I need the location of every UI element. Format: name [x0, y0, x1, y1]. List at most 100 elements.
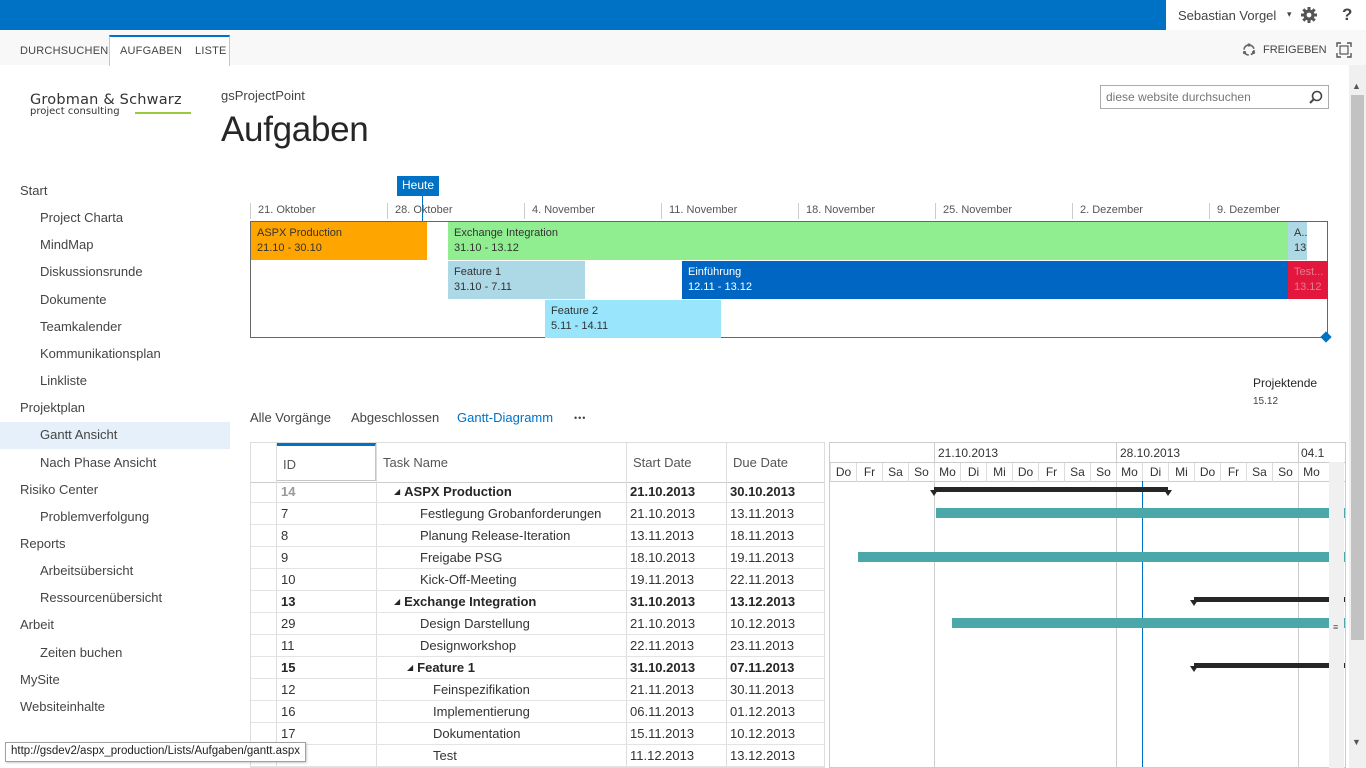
chart-day-label: So: [1090, 463, 1116, 482]
nav-item-start[interactable]: Start: [20, 183, 48, 198]
share-icon[interactable]: [1242, 43, 1256, 57]
nav-item-arbeit[interactable]: Arbeit: [20, 617, 54, 633]
nav-item-diskussionsrunde[interactable]: Diskussionsrunde: [40, 264, 143, 280]
collapse-icon[interactable]: ◢: [394, 597, 401, 606]
table-row[interactable]: 16 Implementierung 06.11.2013 01.12.2013: [251, 701, 824, 723]
collapse-icon[interactable]: ◢: [394, 487, 401, 496]
gantt-summary-bar[interactable]: [1190, 597, 1345, 606]
page-scrollbar[interactable]: ▲ ▼: [1349, 65, 1366, 768]
grip-icon[interactable]: ≡: [1333, 622, 1339, 632]
table-row[interactable]: 11 Designworkshop 22.11.2013 23.11.2013: [251, 635, 824, 657]
nav-item-mindmap[interactable]: MindMap: [40, 237, 94, 253]
tab-durchsuchen[interactable]: DURCHSUCHEN: [20, 45, 109, 57]
column-header-start[interactable]: Start Date: [626, 447, 726, 483]
timeline-bar[interactable]: ASPX Production 21.10 - 30.10: [251, 222, 427, 260]
table-row[interactable]: 10 Kick-Off-Meeting 19.11.2013 22.11.2013: [251, 569, 824, 591]
cell-task-name[interactable]: ◢ Feature 1: [407, 660, 475, 675]
cell-task-name[interactable]: ◢ Exchange Integration: [394, 594, 536, 609]
table-row[interactable]: Test 11.12.2013 13.12.2013: [251, 745, 824, 767]
timeline-bar[interactable]: Test... 13.12: [1288, 261, 1328, 299]
nav-item-projektplan[interactable]: Projektplan: [20, 400, 86, 416]
search-box: [1100, 85, 1329, 109]
nav-item-mysite[interactable]: MySite: [20, 671, 60, 687]
tab-aufgaben[interactable]: AUFGABEN: [120, 45, 183, 57]
table-row[interactable]: 13 ◢ Exchange Integration 31.10.2013 13.12.2…: [251, 591, 824, 613]
table-row[interactable]: 14 ◢ ASPX Production 21.10.2013 30.10.2013: [251, 481, 824, 503]
timeline-bar[interactable]: Feature 2 5.11 - 14.11: [545, 300, 721, 338]
nav-item-ressourcenübersicht[interactable]: Ressourcenübersicht: [40, 590, 163, 606]
nav-item-arbeitsübersicht[interactable]: Arbeitsübersicht: [40, 563, 134, 579]
more-views-button[interactable]: •••: [574, 413, 587, 423]
cell-task-name[interactable]: Kick-Off-Meeting: [420, 572, 517, 587]
cell-task-name[interactable]: Festlegung Grobanforderungen: [420, 506, 601, 521]
share-button[interactable]: FREIGEBEN: [1263, 44, 1327, 56]
table-row[interactable]: 17 Dokumentation 15.11.2013 10.12.2013: [251, 723, 824, 745]
table-row[interactable]: 7 Festlegung Grobanforderungen 21.10.2013 1…: [251, 503, 824, 525]
nav-item-problemverfolgung[interactable]: Problemverfolgung: [40, 508, 150, 524]
user-menu[interactable]: Sebastian Vorgel: [1178, 8, 1277, 23]
nav-item-reports[interactable]: Reports: [20, 535, 66, 551]
timeline-bar[interactable]: Einführung 12.11 - 13.12: [682, 261, 1288, 299]
table-row[interactable]: 8 Planung Release-Iteration 13.11.2013 18.1…: [251, 525, 824, 547]
nav-item-websiteinhalte[interactable]: Websiteinhalte: [20, 698, 106, 714]
column-header-due[interactable]: Due Date: [726, 447, 824, 483]
table-row[interactable]: 29 Design Darstellung 21.10.2013 10.12.2013: [251, 613, 824, 635]
timeline-tick-line: [1209, 203, 1210, 219]
nav-item-risiko-center[interactable]: Risiko Center: [20, 481, 99, 497]
scroll-down-icon[interactable]: ▼: [1352, 737, 1361, 747]
cell-task-name[interactable]: Design Darstellung: [420, 616, 530, 631]
table-row[interactable]: 15 ◢ Feature 1 31.10.2013 07.11.2013: [251, 657, 824, 679]
task-grid: ID Task Name Start Date Due Date 14 ◢ ASPX…: [250, 442, 825, 768]
nav-item-nach-phase-ansicht[interactable]: Nach Phase Ansicht: [40, 454, 157, 470]
nav-item-dokumente[interactable]: Dokumente: [40, 291, 107, 307]
nav-item-project-charta[interactable]: Project Charta: [40, 210, 124, 226]
gantt-summary-bar[interactable]: [1190, 663, 1345, 672]
nav-item-gantt-ansicht[interactable]: Gantt Ansicht: [0, 422, 230, 450]
cell-id: 9: [281, 550, 289, 565]
column-header-task[interactable]: Task Name: [376, 447, 626, 483]
view-completed[interactable]: Abgeschlossen: [351, 410, 440, 425]
site-name[interactable]: gsProjectPoint: [221, 88, 305, 103]
gantt-summary-bar[interactable]: [930, 487, 1172, 496]
help-icon[interactable]: ?: [1342, 5, 1353, 24]
search-input[interactable]: [1106, 90, 1301, 104]
timeline-bar[interactable]: Exchange Integration 31.10 - 13.12: [448, 222, 1288, 260]
cell-task-name[interactable]: Freigabe PSG: [420, 550, 502, 565]
chevron-down-icon[interactable]: ▾: [1287, 9, 1292, 19]
cell-task-name[interactable]: Dokumentation: [433, 726, 520, 741]
scroll-up-icon[interactable]: ▲: [1352, 81, 1361, 91]
scrollbar-thumb[interactable]: [1351, 95, 1364, 640]
cell-task-name[interactable]: Feinspezifikation: [433, 682, 530, 697]
suite-bar: [0, 0, 1366, 30]
timeline-box[interactable]: ASPX Production 21.10 - 30.10 Exchange Int…: [250, 221, 1328, 338]
gear-icon[interactable]: [1300, 6, 1318, 24]
collapse-icon[interactable]: ◢: [407, 663, 414, 672]
cell-task-name[interactable]: Implementierung: [433, 704, 530, 719]
timeline-bar[interactable]: A... 13.: [1288, 222, 1307, 260]
cell-task-name[interactable]: Test: [433, 748, 457, 763]
cell-task-name[interactable]: Designworkshop: [420, 638, 516, 653]
view-all-tasks[interactable]: Alle Vorgänge: [250, 410, 331, 425]
site-logo[interactable]: Grobman & Schwarz project consulting: [30, 92, 195, 132]
nav-item-kommunikationsplan[interactable]: Kommunikationsplan: [40, 345, 161, 361]
timeline-bar[interactable]: Feature 1 31.10 - 7.11: [448, 261, 585, 299]
table-row[interactable]: 9 Freigabe PSG 18.10.2013 19.11.2013: [251, 547, 824, 569]
chart-scrollbar[interactable]: [1329, 462, 1344, 768]
gantt-task-bar[interactable]: [952, 618, 1345, 628]
column-header-id[interactable]: ID: [276, 443, 376, 481]
cell-task-name[interactable]: ◢ ASPX Production: [394, 484, 512, 499]
chart-day-label: So: [1272, 463, 1298, 482]
task-name-text: Kick-Off-Meeting: [420, 572, 517, 587]
tab-liste[interactable]: LISTE: [195, 45, 227, 57]
focus-content-icon[interactable]: [1336, 42, 1352, 58]
gantt-task-bar[interactable]: [936, 508, 1345, 518]
table-row[interactable]: 12 Feinspezifikation 21.11.2013 30.11.2013: [251, 679, 824, 701]
view-gantt[interactable]: Gantt-Diagramm: [457, 410, 554, 425]
search-icon[interactable]: [1309, 90, 1323, 104]
timeline-bar-dates: 31.10 - 7.11: [454, 281, 512, 293]
nav-item-linkliste[interactable]: Linkliste: [40, 373, 87, 389]
gantt-task-bar[interactable]: [858, 552, 1345, 562]
cell-task-name[interactable]: Planung Release-Iteration: [420, 528, 570, 543]
nav-item-zeiten-buchen[interactable]: Zeiten buchen: [40, 644, 123, 660]
nav-item-teamkalender[interactable]: Teamkalender: [40, 318, 122, 334]
